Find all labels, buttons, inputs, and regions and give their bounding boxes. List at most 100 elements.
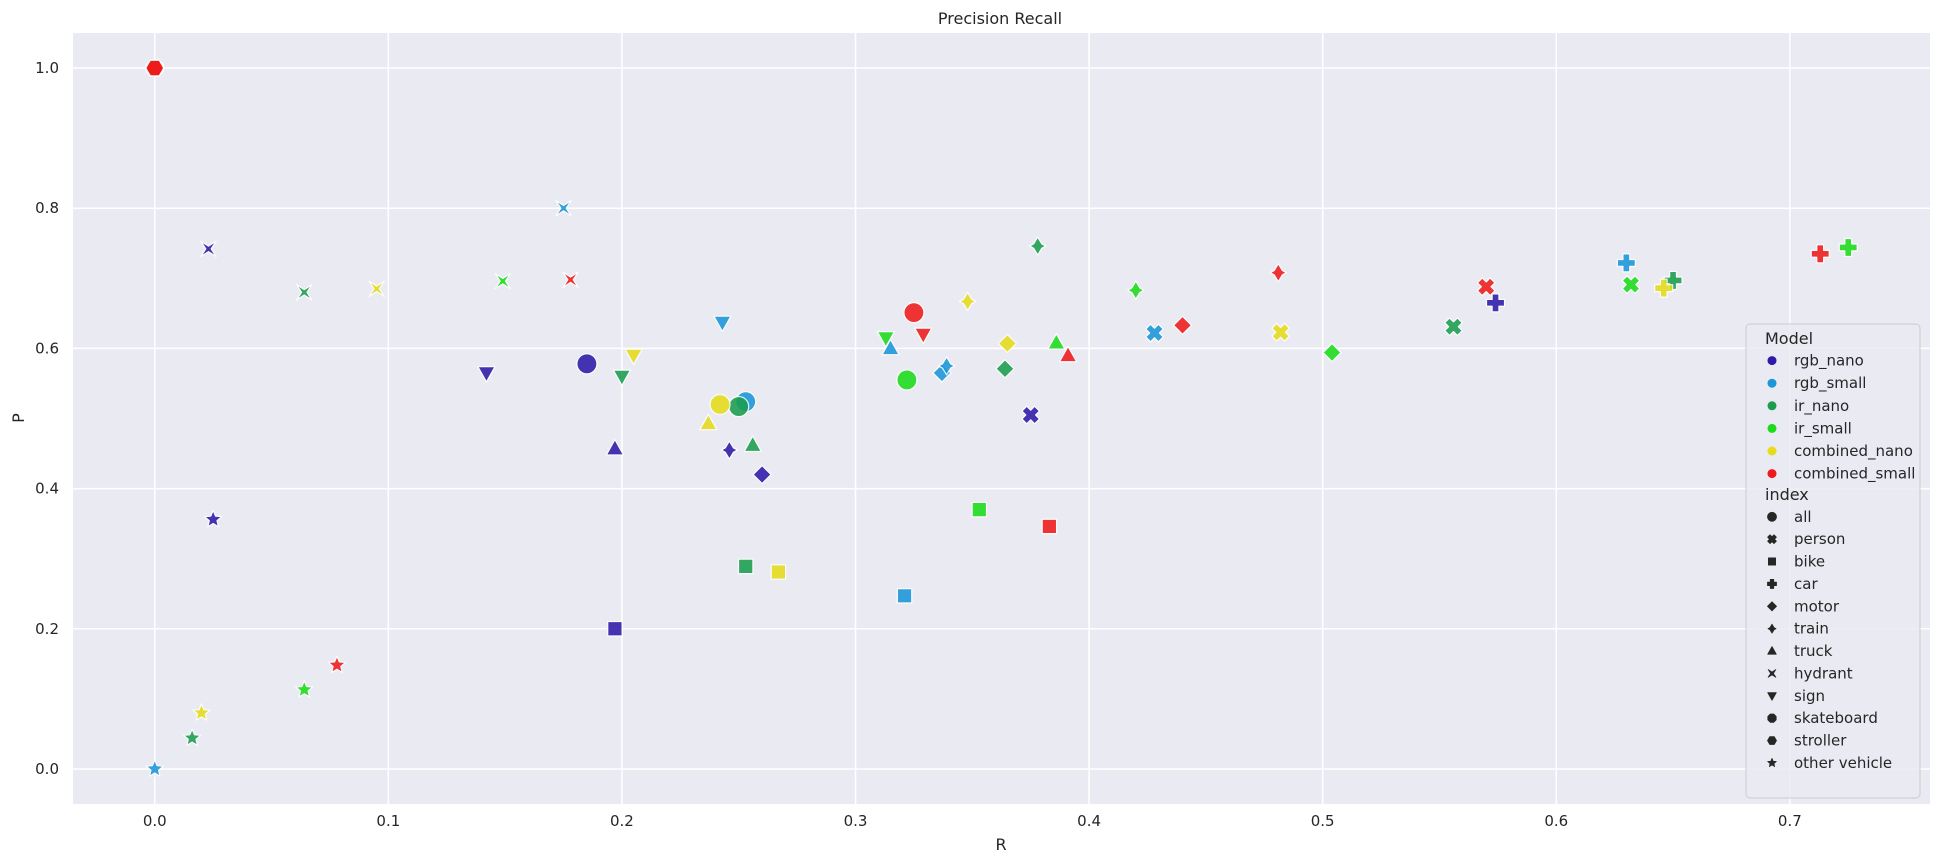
point-combined_small-motor — [1172, 315, 1193, 335]
plot-area — [73, 33, 1930, 804]
point-combined_nano-hydrant — [368, 280, 385, 298]
point-rgb_nano-train — [720, 440, 739, 460]
point-rgb_small-other-vehicle — [145, 759, 164, 777]
legend-marker-all — [1767, 511, 1777, 522]
point-rgb_small-bike — [896, 588, 913, 604]
legend-marker-other-vehicle — [1767, 758, 1777, 767]
legend-label-all: all — [1794, 508, 1812, 526]
legend-swatch-combined_nano — [1767, 446, 1777, 456]
point-ir_small-truck — [1047, 333, 1066, 350]
x-axis-label: R — [995, 835, 1006, 854]
point-rgb_nano-sign — [477, 366, 496, 383]
legend-label-combined_nano: combined_nano — [1794, 442, 1913, 461]
point-rgb_small-train — [937, 356, 956, 376]
legend-label-rgb_small: rgb_small — [1794, 374, 1866, 393]
legend-marker-skateboard — [1767, 713, 1777, 723]
point-combined_small-stroller — [145, 59, 165, 77]
point-ir_small-train — [1127, 280, 1145, 300]
point-ir_small-bike — [971, 501, 988, 518]
point-rgb_small-person — [1145, 323, 1164, 343]
legend-label-person: person — [1794, 530, 1845, 548]
x-tick-label: 0.1 — [376, 812, 400, 830]
point-rgb_small-hydrant — [555, 199, 572, 217]
legend-marker-sign — [1767, 692, 1777, 701]
legend-swatch-rgb_small — [1767, 378, 1777, 388]
point-combined_small-all — [903, 302, 925, 324]
point-combined_nano-sign — [624, 348, 643, 366]
legend: Model rgb_nano rgb_small ir_nano ir_smallcom… — [1745, 323, 1921, 799]
point-ir_nano-train — [1029, 236, 1047, 256]
point-ir_nano-sign — [612, 369, 632, 387]
point-ir_small-sign — [876, 330, 896, 348]
point-ir_small-car — [1838, 237, 1858, 258]
data-points — [145, 59, 1858, 777]
legend-label-ir_nano: ir_nano — [1794, 397, 1849, 416]
x-tick-label: 0.3 — [844, 812, 868, 830]
legend-marker-hydrant — [1767, 669, 1777, 678]
grid-lines — [73, 33, 1930, 804]
legend-label-combined_small: combined_small — [1794, 465, 1915, 484]
point-rgb_nano-bike — [607, 620, 623, 637]
point-ir_nano-truck — [743, 435, 762, 453]
y-tick-label: 0.4 — [35, 480, 59, 498]
legend-title-model: Model — [1765, 329, 1813, 348]
point-ir_small-other-vehicle — [295, 680, 314, 698]
x-tick-label: 0.6 — [1544, 812, 1568, 830]
legend-marker-train — [1767, 623, 1777, 634]
point-ir_small-hydrant — [494, 272, 512, 290]
point-combined_small-sign — [914, 327, 933, 344]
point-ir_nano-all — [728, 395, 750, 418]
point-ir_nano-hydrant — [295, 284, 313, 301]
point-ir_small-all — [896, 369, 918, 391]
point-rgb_small-car — [1616, 253, 1636, 273]
x-tick-label: 0.7 — [1778, 812, 1802, 830]
legend-marker-motor — [1767, 601, 1777, 612]
point-ir_small-motor — [1322, 343, 1342, 363]
legend-label-train: train — [1794, 620, 1829, 638]
legend-label-bike: bike — [1794, 553, 1825, 571]
y-tick-label: 0.2 — [35, 620, 59, 638]
x-tick-label: 0.5 — [1311, 812, 1335, 830]
legend-label-other-vehicle: other vehicle — [1794, 754, 1892, 772]
point-combined_nano-truck — [699, 413, 718, 431]
x-tick-label: 0.2 — [610, 812, 634, 830]
point-ir_nano-bike — [737, 558, 754, 575]
legend-marker-truck — [1767, 646, 1777, 655]
point-combined_small-train — [1269, 263, 1288, 283]
legend-marker-stroller — [1767, 736, 1777, 745]
point-ir_small-person — [1621, 275, 1641, 295]
legend-marker-bike — [1768, 557, 1776, 566]
point-rgb_nano-other-vehicle — [203, 509, 223, 528]
point-combined_nano-bike — [770, 564, 787, 580]
legend-swatch-combined_small — [1767, 469, 1777, 479]
point-combined_small-car — [1810, 244, 1830, 264]
y-tick-label: 1.0 — [35, 59, 59, 77]
y-axis-ticks: 0.0 0.2 0.4 0.6 0.8 1.0 — [35, 59, 59, 778]
legend-label-ir_small: ir_small — [1794, 419, 1852, 438]
point-rgb_nano-all — [576, 353, 598, 375]
legend-marker-person — [1767, 534, 1777, 544]
point-combined_nano-car — [1654, 278, 1674, 298]
point-combined_nano-motor — [997, 333, 1017, 354]
point-combined_nano-all — [709, 393, 731, 416]
legend-marker-car — [1767, 579, 1777, 589]
point-combined_small-truck — [1058, 345, 1078, 363]
point-combined_nano-other-vehicle — [192, 703, 211, 721]
point-ir_nano-car — [1663, 270, 1683, 291]
legend-title-index: index — [1765, 485, 1809, 504]
point-rgb_nano-motor — [752, 464, 772, 485]
legend-label-skateboard: skateboard — [1794, 709, 1878, 727]
point-combined_nano-train — [958, 291, 977, 312]
legend-swatch-ir_nano — [1767, 401, 1777, 411]
y-tick-label: 0.8 — [35, 199, 59, 217]
y-axis-label: P — [9, 413, 28, 423]
point-ir_nano-person — [1444, 317, 1463, 337]
point-combined_small-other-vehicle — [327, 655, 347, 674]
point-combined_small-bike — [1041, 518, 1058, 535]
point-ir_nano-other-vehicle — [182, 728, 202, 746]
legend-label-car: car — [1794, 575, 1818, 593]
point-rgb_nano-car — [1485, 293, 1506, 313]
point-rgb_nano-truck — [605, 439, 625, 456]
legend-label-stroller: stroller — [1794, 732, 1847, 750]
